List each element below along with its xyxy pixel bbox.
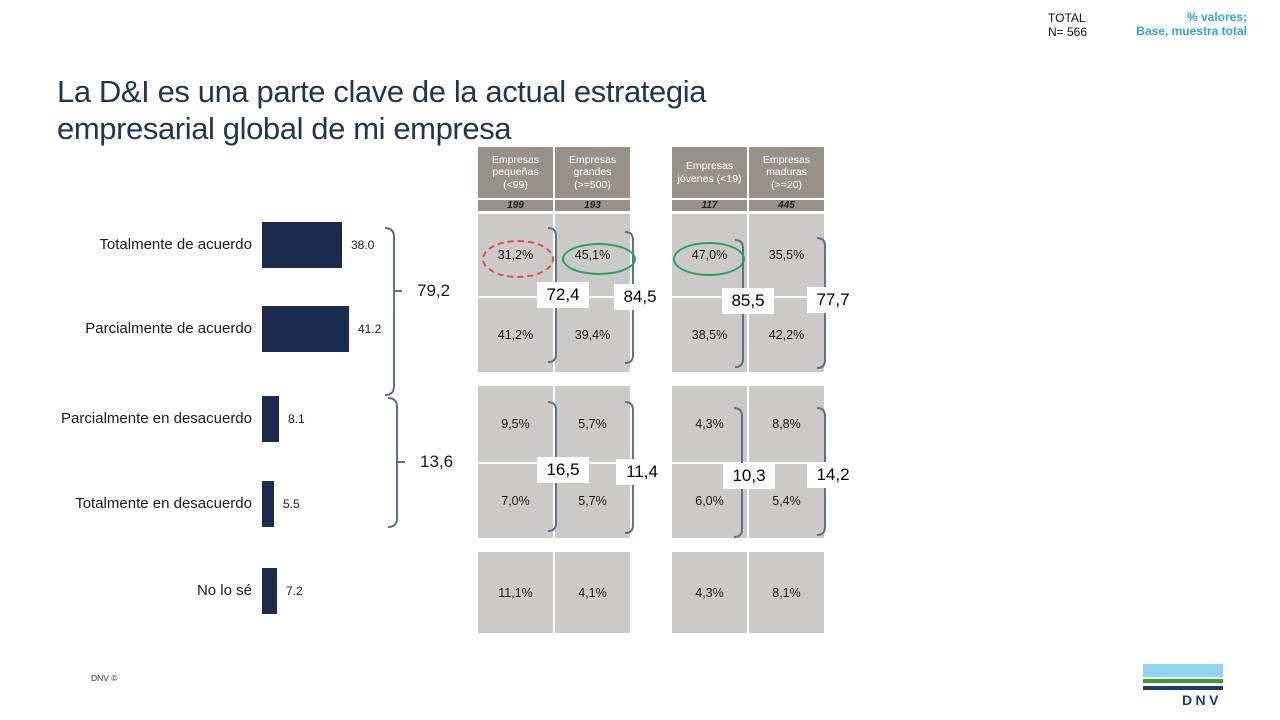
logo-blue-band bbox=[1143, 685, 1223, 690]
bar-segment bbox=[262, 396, 279, 442]
bar-segment bbox=[262, 222, 342, 268]
bar-value-label: 41.2 bbox=[358, 322, 382, 336]
category-label: Totalmente de acuerdo bbox=[99, 236, 252, 253]
page-title: La D&I es una parte clave de la actual e… bbox=[57, 73, 707, 146]
bar-segment bbox=[262, 306, 349, 352]
column-header: Empresas pequeñas (<99) bbox=[478, 147, 553, 198]
logo-sky-band bbox=[1143, 664, 1223, 677]
table-cell: 41,2% bbox=[478, 298, 553, 372]
bar-value-label: 5.5 bbox=[283, 497, 300, 511]
table-cell: 31,2% bbox=[478, 214, 553, 296]
logo-green-band bbox=[1143, 679, 1223, 683]
table-cell: 8,1% bbox=[749, 552, 824, 633]
category-label: Parcialmente de acuerdo bbox=[85, 320, 252, 337]
total-label: TOTAL bbox=[1048, 11, 1086, 25]
category-label: No lo sé bbox=[196, 582, 252, 599]
note-line2: Base, muestra total bbox=[1136, 24, 1247, 38]
table-cell: 11,1% bbox=[478, 552, 553, 633]
table-cell: 39,4% bbox=[555, 298, 630, 372]
values-note: % valores; Base, muestra total bbox=[1136, 10, 1247, 38]
copyright-text: DNV © bbox=[91, 673, 118, 683]
table-cell: 4,1% bbox=[555, 552, 630, 633]
column-n-value: 199 bbox=[478, 200, 553, 211]
bar-value-label: 7.2 bbox=[286, 584, 303, 598]
bar-value-label: 38.0 bbox=[351, 238, 375, 252]
table-cell: 38,5% bbox=[672, 298, 747, 372]
table-cell: 8,8% bbox=[749, 386, 824, 462]
column-header: Empresas maduras (>=20) bbox=[749, 147, 824, 198]
table-cell: 45,1% bbox=[555, 214, 630, 296]
table-cell: 35,5% bbox=[749, 214, 824, 296]
total-n-value: N= 566 bbox=[1048, 25, 1088, 39]
brace-total-label: 13,6 bbox=[420, 452, 454, 471]
column-header: Empresas grandes (>=500) bbox=[555, 147, 630, 198]
bar-segment bbox=[262, 481, 274, 527]
total-sample-block: TOTAL N= 566 bbox=[1048, 11, 1087, 39]
table-cell: 5,4% bbox=[749, 464, 824, 538]
table-cell: 6,0% bbox=[672, 464, 747, 538]
bar-segment bbox=[262, 568, 277, 614]
column-n-value: 445 bbox=[749, 200, 824, 211]
table-cell: 7,0% bbox=[478, 464, 553, 538]
note-line1: % valores; bbox=[1186, 10, 1247, 24]
table-cell: 42,2% bbox=[749, 298, 824, 372]
table-cell: 4,3% bbox=[672, 386, 747, 462]
table-cell: 47,0% bbox=[672, 214, 747, 296]
category-label: Totalmente en desacuerdo bbox=[75, 495, 252, 512]
logo-wordmark: DNV bbox=[1181, 692, 1222, 708]
column-n-value: 193 bbox=[555, 200, 630, 211]
column-header: Empresas jóvenes (<19) bbox=[672, 147, 747, 198]
bar-value-label: 8.1 bbox=[288, 412, 305, 426]
table-cell: 9,5% bbox=[478, 386, 553, 462]
column-n-value: 117 bbox=[672, 200, 747, 211]
dnv-logo: DNV bbox=[1143, 664, 1223, 708]
table-cell: 5,7% bbox=[555, 464, 630, 538]
category-label: Parcialmente en desacuerdo bbox=[61, 410, 252, 427]
brace-total-label: 79,2 bbox=[417, 281, 451, 300]
table-cell: 4,3% bbox=[672, 552, 747, 633]
table-cell: 5,7% bbox=[555, 386, 630, 462]
